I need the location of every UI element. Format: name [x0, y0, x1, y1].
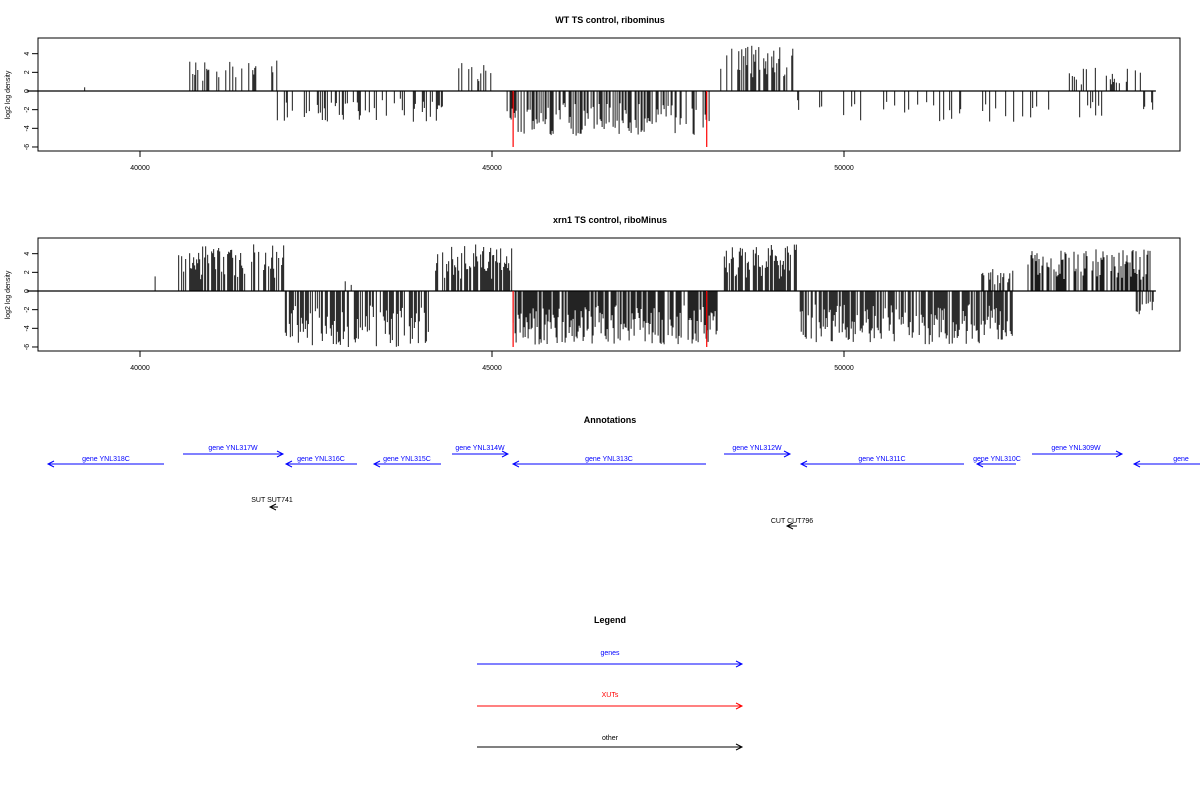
legend-item: genes — [477, 650, 744, 668]
x-tick-label: 40000 — [130, 165, 150, 172]
panel-wt: WT TS control, ribominus -6 -4 -2 0 2 4 40000… — [5, 15, 1181, 172]
legend-label: XUTs — [602, 692, 619, 699]
x-tick-label: 45000 — [482, 365, 502, 372]
x-tick-label: 40000 — [130, 365, 150, 372]
gene-label: gene YNL311C — [858, 456, 905, 463]
y-tick-label: -4 — [24, 325, 31, 331]
x-axis: 40000 45000 50000 — [130, 150, 854, 172]
gene-arrow: gene YNL316C — [284, 456, 357, 468]
gene-label: gene YNL315C — [383, 456, 431, 463]
y-tick-label: -6 — [24, 344, 31, 350]
x-tick-label: 50000 — [834, 365, 854, 372]
arrow-head — [276, 450, 285, 458]
y-tick-label: 0 — [24, 89, 31, 93]
gene-label: gene — [1173, 456, 1189, 463]
other-arrows: SUT SUT741 CUT CUT796 — [251, 497, 813, 530]
legend-items: genes XUTs other — [477, 650, 744, 751]
gene-arrow: gene YNL310C — [973, 456, 1021, 468]
legend-title: Legend — [594, 615, 626, 625]
gene-arrows: gene YNL318C gene YNL317W gene YNL316C gene… — [46, 445, 1200, 468]
y-tick-label: 4 — [24, 52, 31, 56]
gene-arrow: gene YNL317W — [183, 445, 285, 458]
y-axis-label: log2 log density — [5, 70, 12, 119]
gene-label: gene YNL318C — [82, 456, 130, 463]
plot-frame — [37, 237, 1181, 352]
x-tick-label: 45000 — [482, 165, 502, 172]
y-tick-label: -2 — [24, 306, 31, 312]
gene-arrow: gene YNL318C — [46, 456, 164, 468]
arrow-head — [799, 460, 808, 468]
gene-arrow: gene YNL315C — [372, 456, 441, 468]
gene-arrow: gene YNL309W — [1032, 445, 1124, 458]
legend-label: genes — [600, 650, 620, 657]
panel-title: WT TS control, ribominus — [555, 15, 665, 25]
legend-label: other — [602, 735, 619, 742]
arrow-head — [511, 460, 520, 468]
gene-arrow: gene YNL313C — [511, 456, 706, 468]
gene-label: gene YNL314W — [455, 445, 505, 452]
y-tick-label: -6 — [24, 144, 31, 150]
legend: Legend genes XUTs other — [477, 615, 744, 751]
arrow-head — [735, 743, 744, 751]
arrow-head — [783, 450, 792, 458]
arrow-head — [268, 503, 277, 511]
panel-xrn1: xrn1 TS control, riboMinus -6 -4 -2 0 2 4 400… — [5, 215, 1181, 372]
y-axis: -6 -4 -2 0 2 4 — [24, 252, 39, 350]
y-tick-label: -4 — [24, 125, 31, 131]
legend-item: other — [477, 735, 744, 751]
gene-label: gene YNL317W — [208, 445, 258, 452]
arrow-head — [735, 660, 744, 668]
gene-label: gene YNL313C — [585, 456, 633, 463]
gene-label: gene YNL309W — [1051, 445, 1101, 452]
gene-arrow: gene YNL312W — [724, 445, 792, 458]
other-arrow: CUT CUT796 — [771, 518, 813, 530]
arrow-head — [735, 702, 744, 710]
arrow-head — [372, 460, 381, 468]
other-arrow: SUT SUT741 — [251, 497, 293, 511]
arrow-head — [975, 460, 984, 468]
x-tick-label: 50000 — [834, 165, 854, 172]
panel-title: xrn1 TS control, riboMinus — [553, 215, 667, 225]
gene-arrow: gene — [1132, 456, 1200, 468]
y-tick-label: 2 — [24, 70, 31, 74]
legend-item: XUTs — [477, 692, 744, 710]
x-axis: 40000 45000 50000 — [130, 350, 854, 372]
other-label: CUT CUT796 — [771, 518, 813, 525]
arrow-head — [46, 460, 55, 468]
arrow-head — [1115, 450, 1124, 458]
arrow-head — [1132, 460, 1141, 468]
y-tick-label: -2 — [24, 106, 31, 112]
arrow-head — [501, 450, 510, 458]
arrow-head — [785, 522, 794, 530]
y-tick-label: 2 — [24, 270, 31, 274]
arrow-head — [284, 460, 293, 468]
gene-arrow: gene YNL314W — [452, 445, 510, 458]
y-tick-label: 0 — [24, 289, 31, 293]
y-axis: -6 -4 -2 0 2 4 — [24, 52, 39, 150]
other-label: SUT SUT741 — [251, 497, 293, 504]
annotations-title: Annotations — [584, 415, 637, 425]
density-bars — [26, 45, 1156, 147]
y-tick-label: 4 — [24, 252, 31, 256]
density-bars — [26, 244, 1156, 347]
gene-arrow: gene YNL311C — [799, 456, 964, 468]
gene-label: gene YNL316C — [297, 456, 345, 463]
gene-label: gene YNL312W — [732, 445, 782, 452]
y-axis-label: log2 log density — [5, 270, 12, 319]
gene-label: gene YNL310C — [973, 456, 1021, 463]
